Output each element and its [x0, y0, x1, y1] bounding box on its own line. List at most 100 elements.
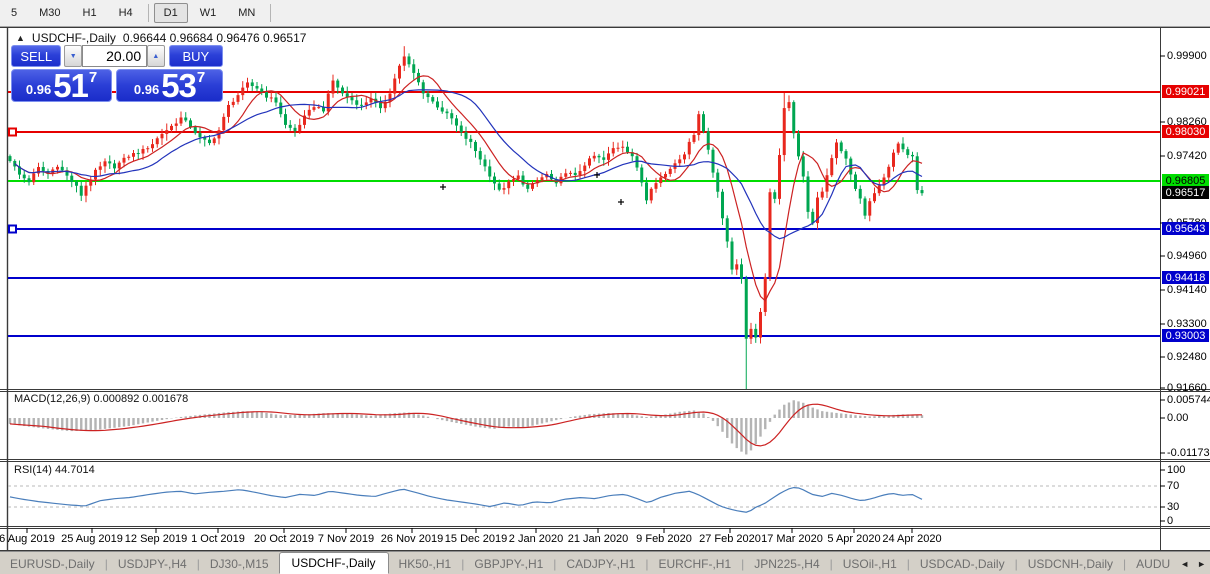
- timeframe-button-h4[interactable]: H4: [118, 7, 133, 19]
- date-label: 26 Nov 2019: [380, 533, 444, 545]
- rsi-line: [9, 486, 923, 513]
- toolbar-separator: [270, 4, 272, 22]
- chart-tab-jpn225-h4[interactable]: JPN225-,H4: [754, 556, 820, 571]
- price-tick-label: 0.93300: [1167, 318, 1207, 330]
- tab-scroll-right-icon[interactable]: ►: [1197, 558, 1207, 569]
- chart-tab-cadjpy-h1[interactable]: CADJPY-,H1: [566, 556, 636, 571]
- date-label: 24 Apr 2020: [882, 533, 942, 545]
- sell-price-big: 51: [53, 67, 89, 104]
- indicator-tick-label: 0.005744: [1167, 394, 1210, 406]
- one-click-trade-panel: SELL ▼ 20.00 ▲ BUY 0.96 51 7 0.96 53 7: [11, 45, 223, 102]
- date-label: 1 Oct 2019: [191, 533, 245, 545]
- price-badge: 0.96805: [1162, 174, 1209, 187]
- price-tick-label: 0.97420: [1167, 150, 1207, 162]
- chart-tab-eurusd-daily[interactable]: EURUSD-,Daily: [10, 556, 95, 571]
- price-badge: 0.99021: [1162, 85, 1209, 98]
- macd-signal-line: [9, 403, 923, 447]
- chart-tab-gbpjpy-h1[interactable]: GBPJPY-,H1: [474, 556, 544, 571]
- tab-scroll-left-icon[interactable]: ◄: [1180, 558, 1190, 569]
- line-drag-handle[interactable]: [8, 127, 17, 137]
- chart-tab-dj30-m15[interactable]: DJ30-,M15: [209, 556, 269, 571]
- indicator-tick-label: 0.00: [1167, 412, 1189, 424]
- tab-separator: |: [741, 556, 745, 571]
- ma-slow-line: [14, 89, 923, 240]
- date-label: 6 Aug 2019: [0, 533, 55, 545]
- indicator-tick-label: -0.011738: [1167, 447, 1210, 459]
- ma-fast-line: [14, 75, 923, 302]
- price-tick-label: 0.99900: [1167, 50, 1207, 62]
- date-label: 20 Oct 2019: [254, 533, 314, 545]
- date-label: 9 Feb 2020: [636, 533, 692, 545]
- date-label: 5 Apr 2020: [827, 533, 881, 545]
- chart-tab-usdcad-daily[interactable]: USDCAD-,Daily: [919, 556, 1005, 571]
- tab-separator: |: [461, 556, 465, 571]
- price-badge: 0.94418: [1162, 271, 1209, 284]
- price-badge: 0.96517: [1162, 186, 1209, 199]
- chart-tab-hk50-h1[interactable]: HK50-,H1: [398, 556, 452, 571]
- panel-collapse-arrow-icon[interactable]: ▲: [16, 33, 25, 43]
- chart-tab-bar: EURUSD-,Daily | USDJPY-,H4 | DJ30-,M15 USDCHF…: [0, 551, 1210, 574]
- date-label: 7 Nov 2019: [317, 533, 375, 545]
- tab-separator: |: [196, 556, 200, 571]
- price-badge: 0.93003: [1162, 329, 1209, 342]
- indicator-tick-label: 0: [1167, 515, 1174, 527]
- date-label: 2 Jan 2020: [508, 533, 564, 545]
- toolbar-separator: [147, 4, 149, 22]
- sell-button[interactable]: SELL: [11, 45, 62, 67]
- timeframe-button-m30[interactable]: M30: [39, 7, 61, 19]
- chart-symbol-title: USDCHF-,Daily: [31, 31, 116, 45]
- timeframe-button-h1[interactable]: H1: [82, 7, 97, 19]
- rsi-label: RSI(14) 44.7014: [14, 464, 95, 476]
- line-drag-handle[interactable]: [8, 224, 17, 234]
- tab-separator: |: [104, 556, 108, 571]
- chart-tab-usdchf-daily[interactable]: USDCHF-,Daily: [278, 551, 389, 574]
- indicator-tick-label: 70: [1167, 480, 1180, 492]
- volume-increase-icon[interactable]: ▲: [147, 45, 165, 67]
- chart-tab-usdcnh-daily[interactable]: USDCNH-,Daily: [1027, 556, 1114, 571]
- timeframe-button-d1[interactable]: D1: [153, 3, 188, 23]
- tab-separator: |: [1123, 556, 1127, 571]
- volume-decrease-icon[interactable]: ▼: [64, 45, 82, 67]
- chart-ohlc-values: 0.96644 0.96684 0.96476 0.96517: [122, 31, 307, 45]
- timeframe-button-w1[interactable]: W1: [199, 7, 217, 19]
- price-badge: 0.95643: [1162, 222, 1209, 235]
- timeframe-button-5[interactable]: 5: [11, 7, 18, 19]
- date-label: 27 Feb 2020: [699, 533, 761, 545]
- chart-tab-audu[interactable]: AUDU: [1136, 556, 1171, 571]
- tab-separator: |: [1014, 556, 1018, 571]
- chart-tab-eurchf-h1[interactable]: EURCHF-,H1: [658, 556, 732, 571]
- date-label: 12 Sep 2019: [124, 533, 188, 545]
- buy-button[interactable]: BUY: [168, 45, 223, 67]
- date-label: 15 Dec 2019: [444, 533, 508, 545]
- sell-price-sup: 7: [88, 69, 98, 86]
- timeframe-toolbar: 5 M30 H1 H4 D1 W1 MN: [0, 0, 1210, 27]
- indicator-tick-label: 100: [1167, 464, 1186, 476]
- sell-price-display[interactable]: 0.96 51 7: [11, 67, 113, 104]
- tab-separator: |: [645, 556, 649, 571]
- price-tick-label: 0.92480: [1167, 351, 1207, 363]
- buy-price-display[interactable]: 0.96 53 7: [116, 69, 223, 102]
- indicator-tick-label: 30: [1167, 501, 1180, 513]
- sell-price-prefix: 0.96: [25, 82, 52, 97]
- price-badge: 0.98030: [1162, 125, 1209, 138]
- tab-separator: |: [906, 556, 910, 571]
- price-tick-label: 0.91660: [1167, 382, 1207, 394]
- macd-label: MACD(12,26,9) 0.000892 0.001678: [14, 393, 189, 405]
- volume-input[interactable]: 20.00: [81, 45, 148, 67]
- buy-price-big: 53: [161, 67, 197, 104]
- price-tick-label: 0.94140: [1167, 284, 1207, 296]
- buy-price-sup: 7: [196, 69, 206, 86]
- buy-price-prefix: 0.96: [133, 82, 160, 97]
- chart-title-row: ▲ USDCHF-,Daily 0.96644 0.96684 0.96476 …: [16, 31, 306, 45]
- tab-separator: |: [829, 556, 833, 571]
- timeframe-button-mn[interactable]: MN: [238, 7, 256, 19]
- price-tick-label: 0.94960: [1167, 250, 1207, 262]
- date-label: 21 Jan 2020: [567, 533, 629, 545]
- chart-tab-usdjpy-h4[interactable]: USDJPY-,H4: [117, 556, 187, 571]
- chart-tab-usoil-h1[interactable]: USOil-,H1: [842, 556, 897, 571]
- date-label: 25 Aug 2019: [61, 533, 123, 545]
- tab-separator: |: [553, 556, 557, 571]
- date-label: 17 Mar 2020: [761, 533, 823, 545]
